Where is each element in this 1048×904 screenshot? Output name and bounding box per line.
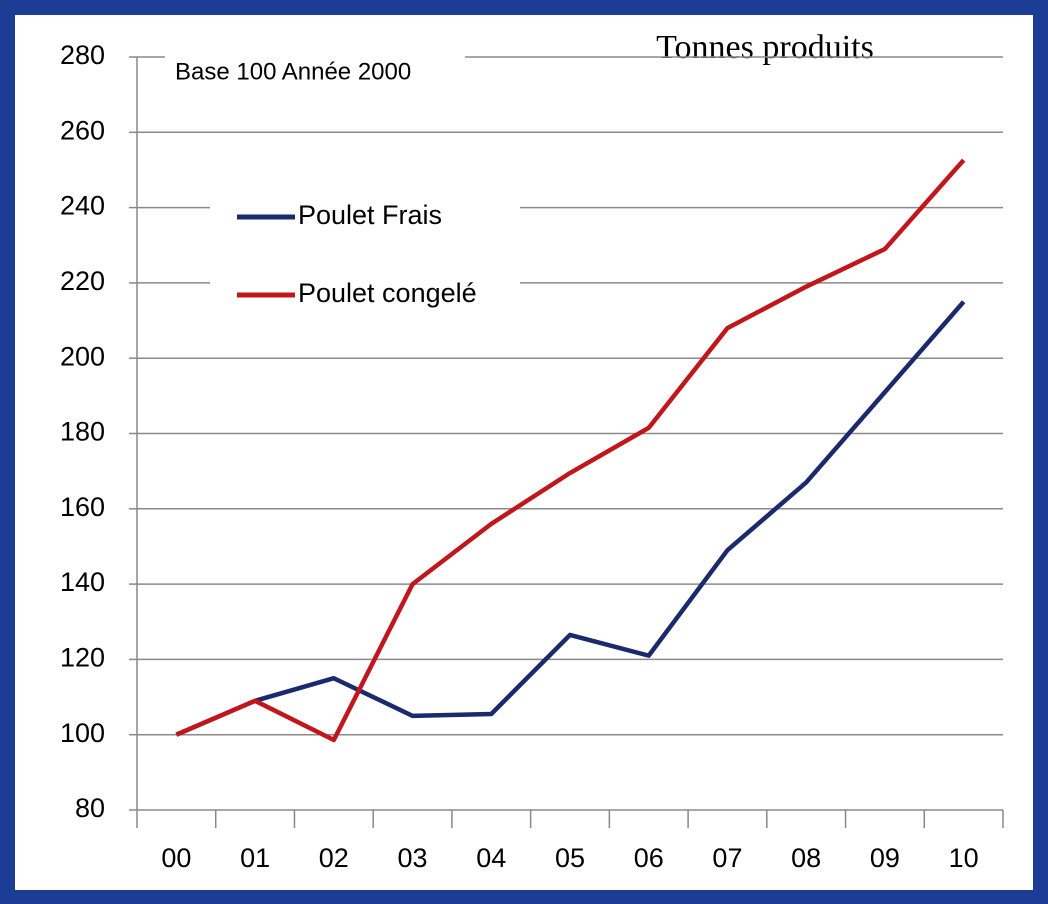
x-tick-label: 10 bbox=[949, 843, 979, 873]
y-tick-label: 180 bbox=[60, 417, 105, 447]
y-tick-label: 200 bbox=[60, 341, 105, 371]
y-tick-label: 280 bbox=[60, 40, 105, 70]
x-tick-label: 04 bbox=[476, 843, 506, 873]
y-tick-label: 240 bbox=[60, 191, 105, 221]
y-tick-label: 140 bbox=[60, 567, 105, 597]
annotation: Base 100 Année 2000 bbox=[175, 58, 411, 85]
series-line bbox=[175, 158, 966, 743]
x-tick-label: 01 bbox=[240, 843, 270, 873]
y-tick-label: 220 bbox=[60, 266, 105, 296]
x-tick-label: 06 bbox=[634, 843, 664, 873]
x-tick-label: 07 bbox=[712, 843, 742, 873]
y-tick-label: 100 bbox=[60, 718, 105, 748]
chart-title: Tonnes produits bbox=[656, 29, 874, 66]
legend-background bbox=[210, 185, 520, 325]
y-tick-label: 260 bbox=[60, 115, 105, 145]
y-tick-label: 80 bbox=[75, 793, 105, 823]
legend-label: Poulet Frais bbox=[298, 200, 442, 230]
x-tick-label: 00 bbox=[161, 843, 191, 873]
annotation-background bbox=[165, 50, 465, 94]
y-tick-label: 160 bbox=[60, 492, 105, 522]
x-tick-label: 09 bbox=[870, 843, 900, 873]
y-tick-label: 120 bbox=[60, 643, 105, 673]
x-tick-label: 03 bbox=[398, 843, 428, 873]
series-line bbox=[175, 300, 966, 737]
plot-background bbox=[15, 15, 1033, 890]
x-tick-label: 08 bbox=[791, 843, 821, 873]
x-tick-label: 05 bbox=[555, 843, 585, 873]
legend-label: Poulet congelé bbox=[298, 278, 477, 308]
x-tick-label: 02 bbox=[319, 843, 349, 873]
